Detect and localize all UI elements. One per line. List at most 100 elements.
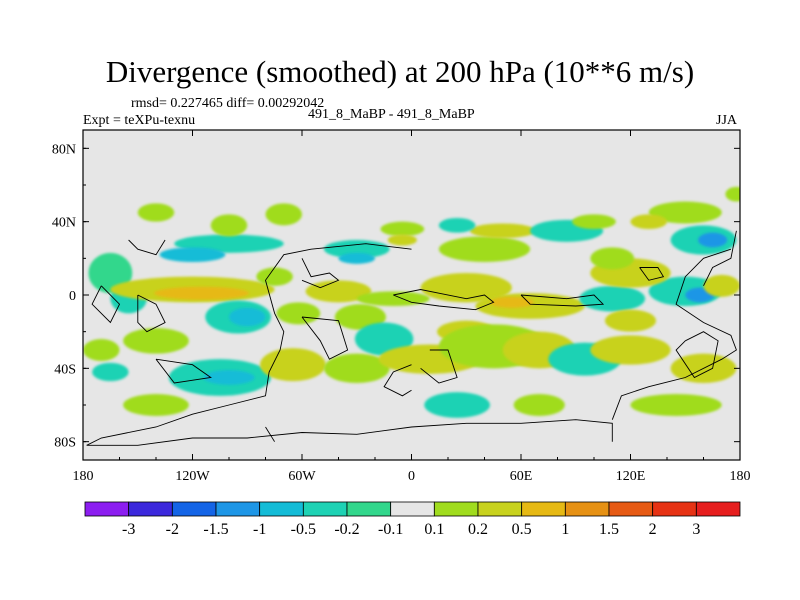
field-region-21: [123, 328, 189, 354]
colorbar-label-0: -3: [122, 521, 135, 538]
y-tick-label-4: 80S: [54, 436, 76, 451]
colorbar-label-1: -2: [166, 521, 179, 538]
field-region-35: [424, 392, 490, 418]
field-region-11: [380, 221, 425, 237]
colorbar-swatch-0: [84, 501, 130, 517]
field-region-33: [590, 335, 671, 365]
colorbar-label-6: -0.1: [378, 521, 403, 538]
colorbar-label-11: 1.5: [599, 521, 619, 538]
y-tick-label-0: 80N: [52, 142, 76, 157]
colorbar-swatch-11: [564, 501, 610, 517]
field-region-25: [323, 353, 390, 384]
coastline-8: [520, 294, 605, 307]
field-region-43: [604, 309, 657, 332]
field-region-50: [698, 232, 728, 248]
colorbar-label-3: -1: [253, 521, 266, 538]
colorbar-swatch-6: [346, 501, 392, 517]
colorbar-label-4: -0.5: [291, 521, 316, 538]
chart-title: Divergence (smoothed) at 200 hPa (10**6 …: [105, 54, 695, 89]
field-region-58: [137, 203, 175, 222]
stats-label: rmsd= 0.227465 diff= 0.00292042: [131, 96, 325, 111]
colorbar-swatch-3: [215, 501, 261, 517]
field-region-46: [703, 274, 740, 297]
field-region-26: [83, 339, 120, 361]
field-region-17: [229, 307, 266, 327]
x-tick-label-4: 60E: [510, 469, 533, 484]
colorbar-label-2: -1.5: [203, 521, 228, 538]
field-region-15: [356, 291, 430, 306]
colorbar-swatch-9: [477, 501, 523, 517]
field-region-56: [630, 214, 667, 230]
coastline-1: [86, 419, 613, 446]
colorbar-swatch-1: [128, 501, 173, 517]
colorbar-swatch-13: [652, 501, 697, 517]
y-tick-label-1: 40N: [52, 216, 76, 231]
coastline-6: [420, 349, 458, 384]
field-region-48: [590, 247, 635, 270]
field-region-39: [420, 273, 512, 303]
colorbar-swatch-4: [259, 501, 304, 517]
field-region-1: [88, 252, 133, 294]
colorbar-swatch-12: [608, 501, 654, 517]
coastline-14: [137, 294, 166, 333]
field-region-57: [572, 214, 616, 230]
colorbar-label-7: 0.1: [424, 521, 444, 538]
coastline-4: [301, 316, 349, 360]
field-region-8: [338, 252, 375, 264]
colorbar-swatch-2: [171, 501, 217, 517]
field-regions: [83, 186, 740, 418]
coastlines: [86, 230, 737, 446]
coastline-2: [265, 426, 275, 442]
colorbar-swatch-14: [695, 501, 741, 517]
x-tick-label-3: 0: [408, 469, 415, 484]
season-label: JJA: [716, 113, 738, 128]
colorbar-label-5: -0.2: [334, 521, 359, 538]
runs-label: 491_8_MaBP - 491_8_MaBP: [308, 107, 475, 122]
colorbar-swatch-10: [521, 501, 566, 517]
coastline-7: [393, 289, 495, 311]
field-region-23: [203, 370, 255, 385]
colorbar-label-8: 0.2: [468, 521, 488, 538]
field-region-10: [265, 203, 302, 226]
field-region-4: [154, 286, 250, 300]
field-region-52: [469, 223, 536, 239]
colorbar-label-12: 2: [649, 521, 657, 538]
axis-ticks: 180 120W 60W 0 60E 120E 180 80N 40N 0 40S 80S: [52, 130, 751, 484]
field-region-38: [123, 394, 189, 416]
field-region-24: [260, 348, 326, 382]
experiment-label: Expt = teXPu-texnu: [83, 113, 196, 128]
x-tick-label-1: 120W: [175, 469, 210, 484]
field-region-51: [438, 236, 531, 262]
field-region-27: [92, 362, 129, 382]
y-tick-label-2: 0: [69, 289, 76, 304]
field-region-37: [630, 394, 722, 416]
coastline-15: [91, 285, 121, 324]
field-region-42: [579, 285, 646, 312]
coastline-12: [703, 230, 737, 287]
field-region-9: [210, 214, 248, 237]
field-region-14: [305, 280, 372, 303]
x-tick-label-5: 120E: [616, 469, 646, 484]
coastline-9: [639, 267, 665, 281]
field-region-13: [256, 267, 293, 286]
coastline-0: [86, 243, 412, 446]
colorbar-label-9: 0.5: [512, 521, 532, 538]
coastline-5: [383, 364, 412, 397]
x-tick-label-0: 180: [73, 469, 94, 484]
x-tick-label-6: 180: [730, 469, 751, 484]
colorbar-label-13: 3: [692, 521, 700, 538]
field-region-55: [648, 201, 722, 224]
coastline-16: [155, 358, 212, 384]
field-region-0: [725, 186, 740, 202]
field-region-20: [354, 322, 414, 356]
colorbar-label-10: 1: [561, 521, 569, 538]
field-region-19: [334, 304, 386, 330]
field-region-6: [159, 247, 226, 262]
coastline-13: [128, 239, 166, 256]
coastline-3: [301, 258, 340, 289]
field-region-12: [387, 234, 417, 246]
coastline-10: [675, 331, 719, 379]
colorbar: -3 -2 -1.5 -1 -0.5 -0.2 -0.1 0.1 0.2 0.5 1 1.5 2 3: [84, 501, 741, 538]
colorbar-swatch-5: [302, 501, 348, 517]
